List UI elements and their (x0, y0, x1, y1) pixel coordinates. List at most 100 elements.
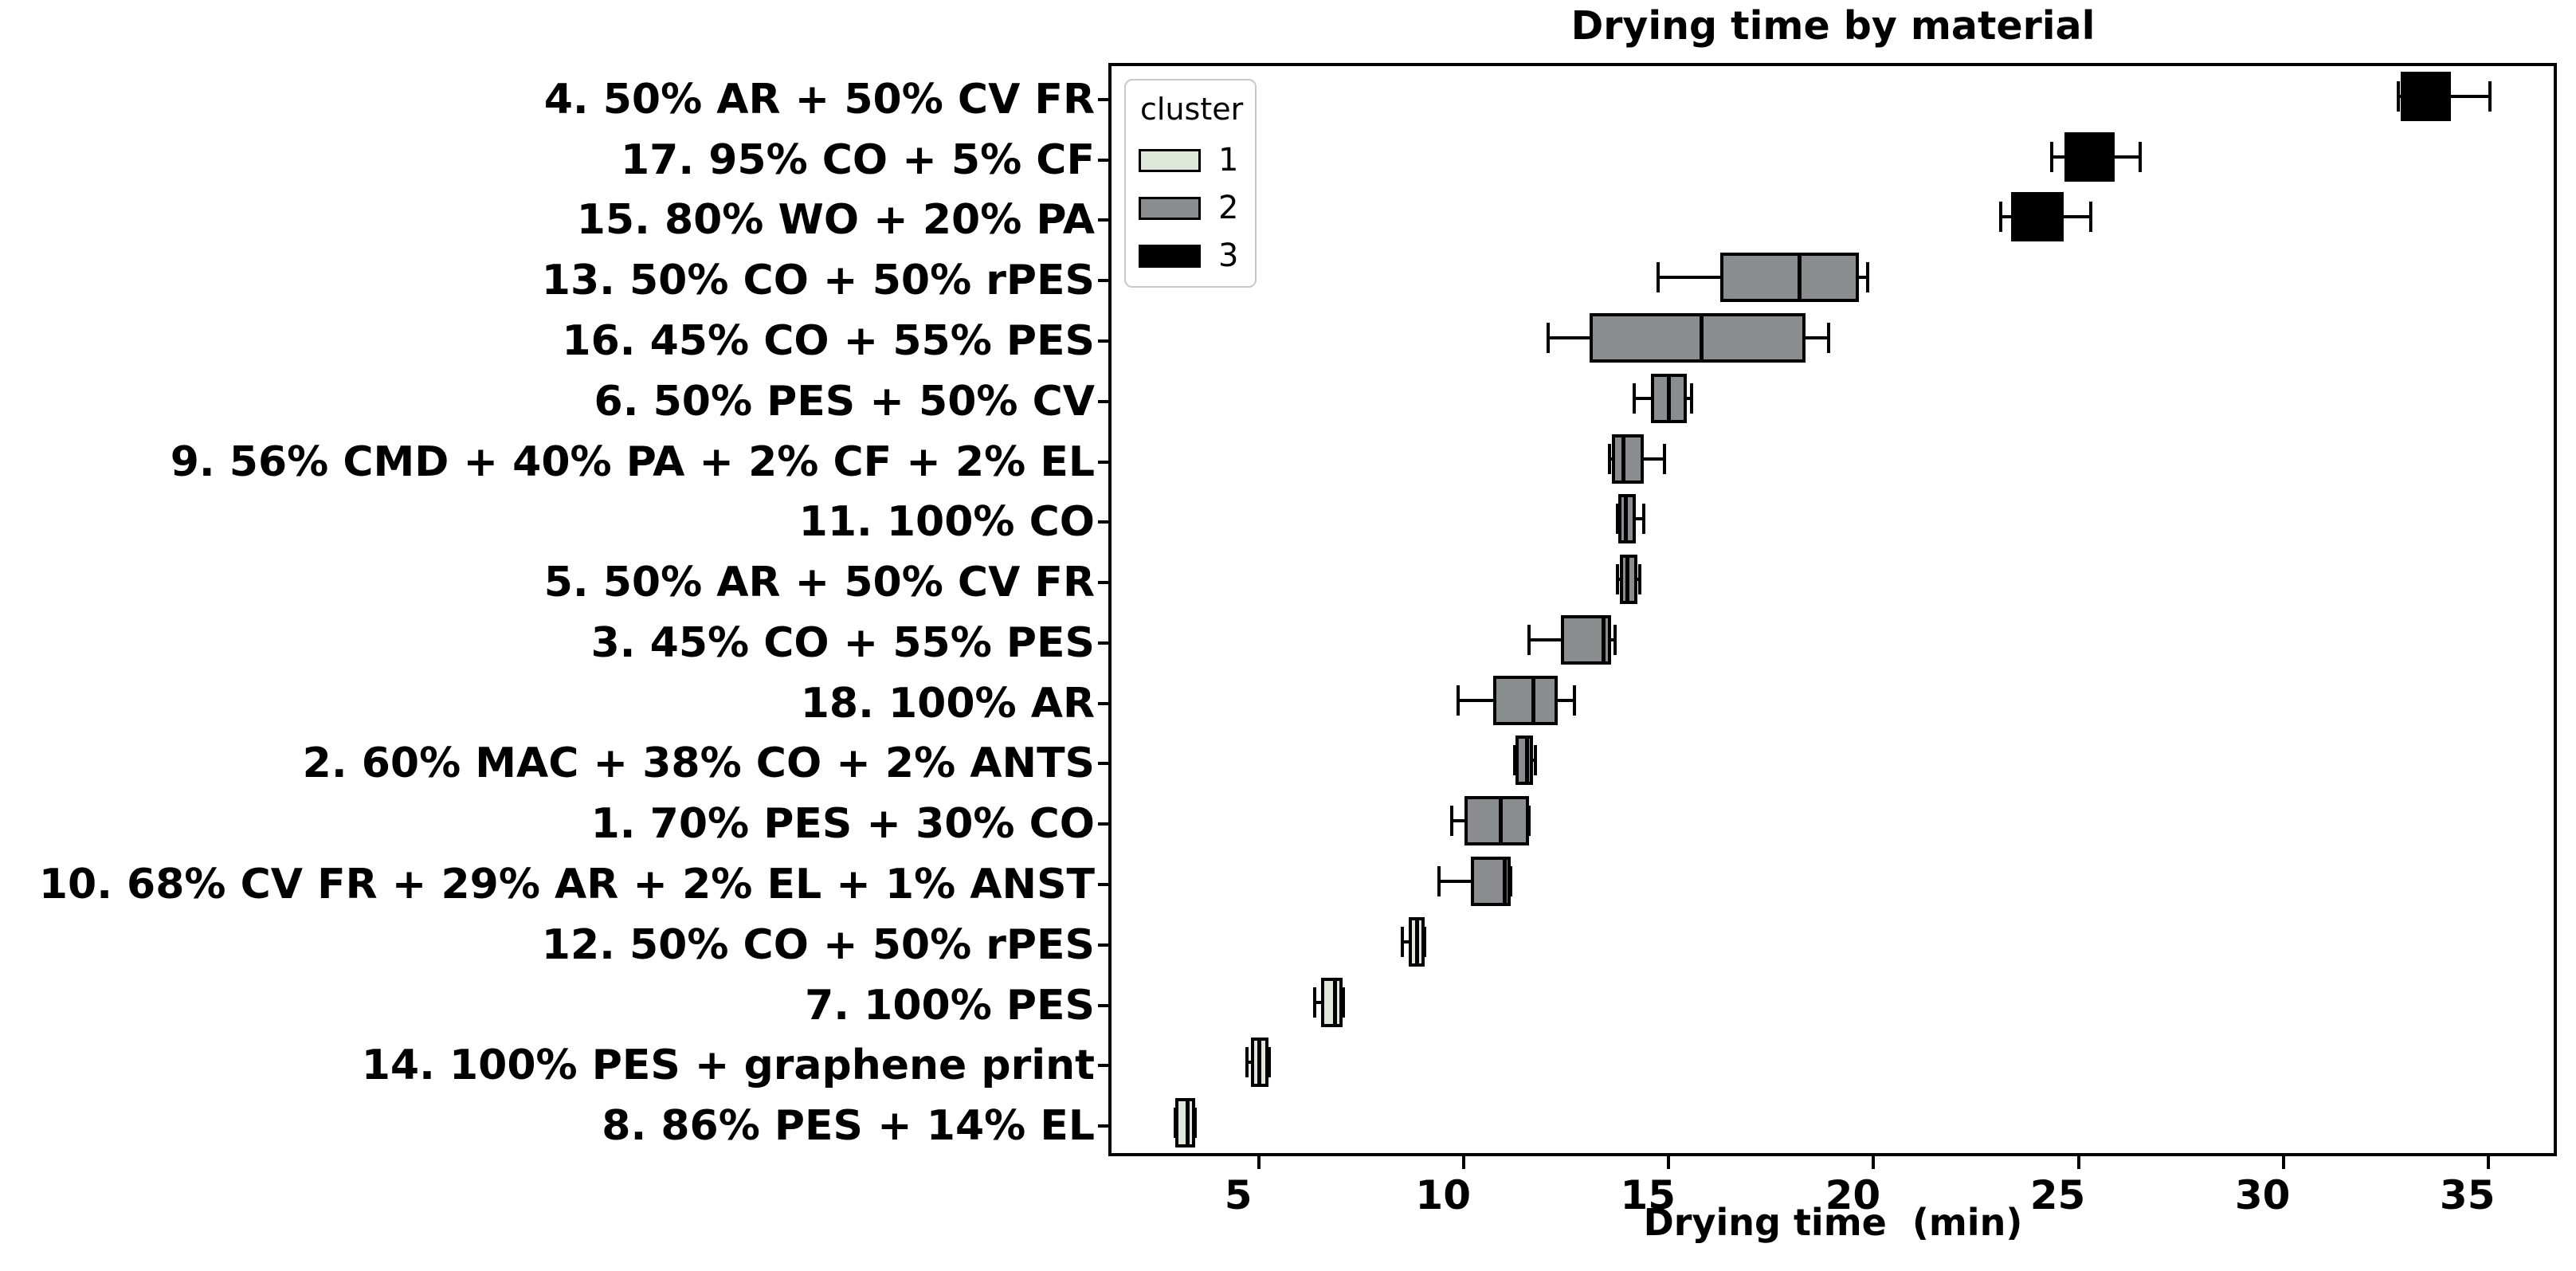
legend-entry: 3 (1139, 240, 1255, 272)
box (1492, 675, 1558, 725)
whisker-cap-high (2138, 141, 2142, 172)
y-tick (1098, 581, 1111, 585)
whisker-high (1555, 698, 1575, 702)
x-tick (1257, 1156, 1261, 1169)
y-tick (1098, 339, 1111, 343)
whisker-low (1547, 336, 1591, 339)
whisker-high (1804, 336, 1829, 339)
whisker-cap-high (1613, 624, 1617, 655)
median-line (1666, 373, 1671, 423)
whisker-cap-high (1267, 1047, 1271, 1078)
whisker-high (1641, 457, 1665, 461)
y-tick (1098, 520, 1111, 524)
legend-entry: 2 (1139, 192, 1255, 224)
whisker-low (1633, 396, 1653, 400)
x-tick-label: 25 (2029, 1172, 2086, 1218)
whisker-cap-high (1826, 323, 1830, 353)
box (1611, 433, 1644, 484)
median-line (1699, 313, 1704, 363)
x-tick-label: 30 (2234, 1172, 2291, 1218)
median-line (1503, 857, 1508, 906)
median-line (1531, 675, 1536, 725)
y-axis-label: 11. 100% CO (798, 498, 1095, 547)
median-line (2035, 192, 2040, 242)
y-tick (1098, 460, 1111, 464)
y-axis-label: 4. 50% AR + 50% CV FR (543, 75, 1095, 124)
box (1720, 253, 1859, 303)
median-line (1498, 796, 1503, 846)
box (1175, 1098, 1195, 1148)
box (1515, 736, 1534, 786)
median-line (1525, 736, 1530, 786)
whisker-low (1451, 819, 1466, 823)
legend: cluster 1 2 3 (1124, 79, 1257, 288)
median-line (1798, 253, 1802, 303)
whisker-cap-high (1509, 866, 1513, 896)
whisker-cap-high (1423, 926, 1427, 957)
whisker-cap-low (1616, 564, 1620, 595)
y-tick (1098, 883, 1111, 886)
legend-entry-label: 1 (1218, 142, 1239, 178)
y-tick (1098, 218, 1111, 222)
median-line (1332, 977, 1337, 1027)
whisker-high (2449, 94, 2491, 98)
x-tick-label: 10 (1415, 1172, 1471, 1218)
median-line (1414, 916, 1419, 967)
whisker-cap-high (1341, 987, 1345, 1018)
whisker-high (1684, 396, 1692, 400)
whisker-high (1857, 276, 1868, 280)
y-tick (1098, 641, 1111, 645)
legend-entry: 1 (1139, 144, 1255, 176)
whisker-cap-high (1663, 443, 1667, 474)
x-tick-label: 35 (2439, 1172, 2496, 1218)
median-line (1257, 1038, 1261, 1088)
y-axis-label: 18. 100% AR (800, 679, 1095, 728)
whisker-cap-low (1437, 866, 1441, 896)
box (1589, 313, 1806, 363)
whisker-high (1531, 759, 1536, 763)
legend-swatch (1139, 196, 1201, 220)
whisker-cap-low (1173, 1108, 1177, 1139)
whisker-low (2000, 215, 2013, 219)
whisker-low (1246, 1061, 1253, 1065)
whisker-high (1609, 637, 1616, 641)
whisker-cap-low (1456, 685, 1460, 716)
whisker-cap-low (2396, 80, 2400, 112)
y-axis-label: 17. 95% CO + 5% CF (620, 135, 1095, 184)
whisker-cap-low (1527, 624, 1531, 655)
y-tick (1098, 97, 1111, 101)
whisker-cap-low (2050, 141, 2054, 172)
whisker-low (1658, 276, 1723, 280)
whisker-cap-high (1638, 564, 1642, 595)
chart-title: Drying time by material (1570, 3, 2096, 49)
legend-swatch (1139, 148, 1201, 172)
whisker-cap-low (1513, 745, 1517, 776)
y-axis-label: 15. 80% WO + 20% PA (576, 196, 1095, 245)
whisker-cap-low (1616, 504, 1620, 535)
x-axis-label: Drying time (min) (1643, 1201, 2023, 1244)
y-axis-label: 5. 50% AR + 50% CV FR (543, 559, 1095, 607)
median-line (1601, 614, 1606, 665)
whisker-low (2052, 155, 2067, 159)
y-tick (1098, 701, 1111, 705)
y-tick (1098, 1003, 1111, 1007)
x-tick-label: 5 (1224, 1172, 1253, 1218)
y-axis-label: 9. 56% CMD + 40% PA + 2% CF + 2% EL (170, 437, 1095, 486)
y-axis-label: 14. 100% PES + graphene print (361, 1042, 1095, 1090)
whisker-high (2061, 215, 2091, 219)
whisker-cap-high (2488, 80, 2492, 112)
whisker-cap-low (1632, 382, 1636, 414)
y-axis-label: 13. 50% CO + 50% rPES (541, 257, 1095, 305)
whisker-cap-high (1194, 1108, 1198, 1139)
x-tick (2486, 1156, 2490, 1169)
y-axis-label: 10. 68% CV FR + 29% AR + 2% EL + 1% ANST (38, 861, 1095, 908)
y-axis-label: 1. 70% PES + 30% CO (590, 800, 1095, 849)
whisker-cap-low (1998, 202, 2002, 233)
x-tick-label: 15 (1620, 1172, 1676, 1218)
y-axis-label: 7. 100% PES (805, 981, 1095, 1030)
whisker-cap-high (1573, 685, 1577, 716)
median-line (2422, 71, 2427, 121)
whisker-cap-low (1401, 926, 1405, 957)
y-axis-label: 12. 50% CO + 50% rPES (541, 920, 1095, 969)
